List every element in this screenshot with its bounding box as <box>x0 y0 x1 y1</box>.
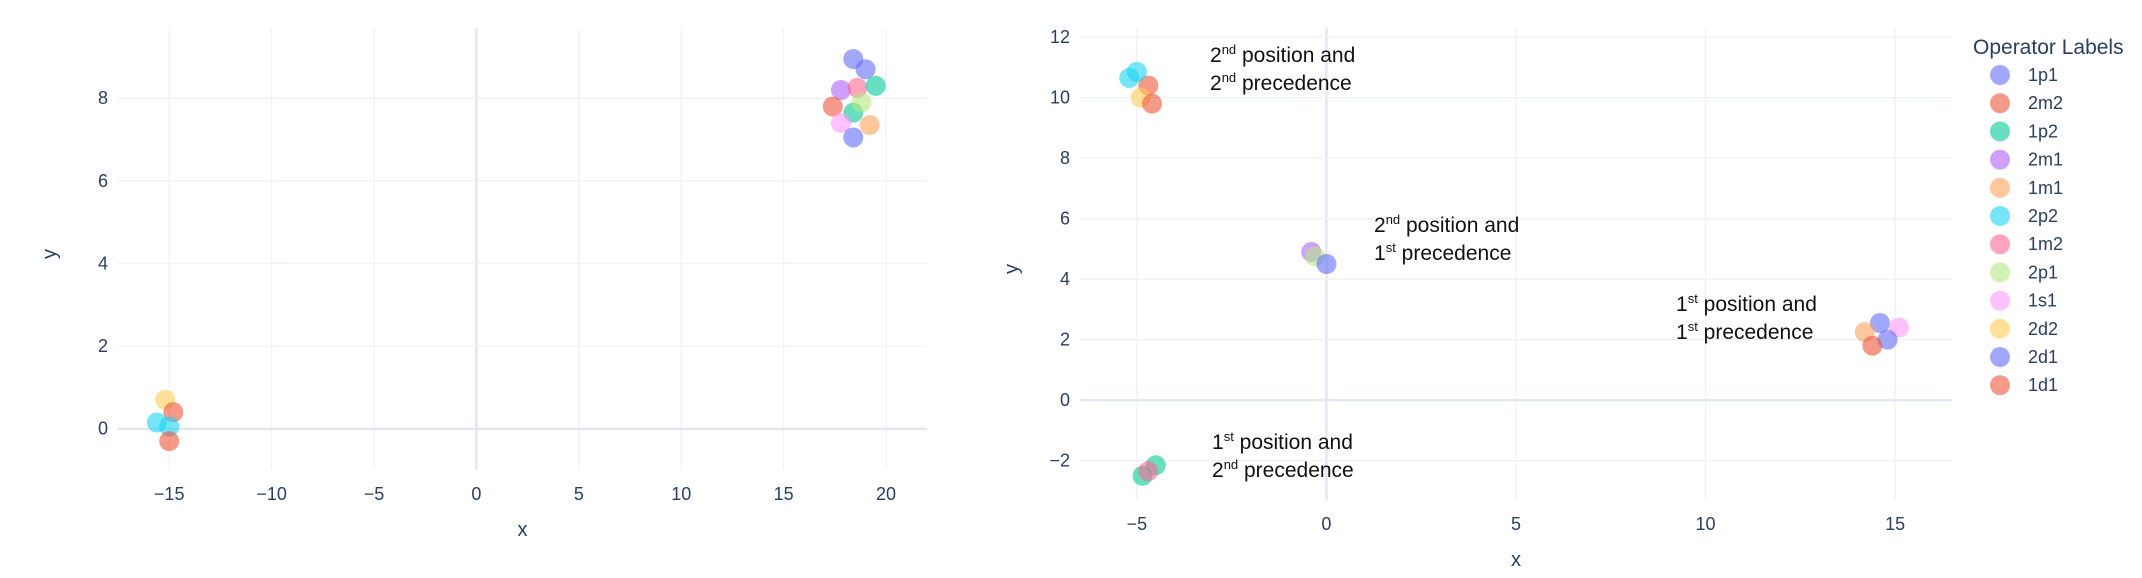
data-point <box>159 431 180 452</box>
x-tick-label: 5 <box>574 484 584 504</box>
annotation-ann-2nd-1st: 2nd position and 1st precedence <box>1374 212 1519 265</box>
data-point <box>822 96 843 117</box>
data-point <box>855 59 876 80</box>
data-points <box>1119 61 1909 486</box>
legend-marker <box>1990 347 2010 367</box>
legend-label: 2d2 <box>2028 319 2058 339</box>
data-points <box>146 48 886 452</box>
x-tick-label: −10 <box>256 484 287 504</box>
legend-label: 1d1 <box>2028 375 2058 395</box>
data-point <box>843 127 864 148</box>
data-point <box>830 79 851 100</box>
y-tick-label: 2 <box>1060 330 1070 350</box>
x-axis-label: x <box>518 519 528 541</box>
gridlines <box>1080 28 1952 500</box>
x-tick-label: 15 <box>1885 514 1905 534</box>
x-axis-label: x <box>1511 549 1521 571</box>
legend-item-2p1[interactable]: 2p1 <box>1990 262 2058 283</box>
legend-item-1p2[interactable]: 1p2 <box>1990 121 2058 142</box>
data-point-1m2 <box>1138 461 1159 482</box>
legend-label: 1m1 <box>2028 178 2063 198</box>
annotation-ann-1st-2nd: 1st position and 2nd precedence <box>1212 429 1354 482</box>
legend-label: 1p2 <box>2028 121 2058 141</box>
legend-marker <box>1990 290 2010 311</box>
data-point <box>865 75 886 96</box>
legend-item-2p2[interactable]: 2p2 <box>1990 206 2058 226</box>
legend-marker <box>1990 206 2010 226</box>
x-tick-label: 10 <box>671 484 691 504</box>
y-tick-label: 0 <box>98 419 108 439</box>
data-point-2d1 <box>1877 329 1898 350</box>
legend-item-2d2[interactable]: 2d2 <box>1990 318 2058 339</box>
annotation-ann-1st-1st: 1st position and 1st precedence <box>1676 291 1817 344</box>
x-tick-label: −5 <box>364 484 385 504</box>
legend-marker <box>1990 234 2010 255</box>
legend-marker <box>1990 177 2010 198</box>
x-tick-label: 15 <box>774 484 794 504</box>
y-tick-label: −2 <box>1049 451 1070 471</box>
left-scatter-chart: −15 −10 −5 0 5 10 15 20 0 2 4 6 8 x y <box>39 28 927 541</box>
legend-item-1m2[interactable]: 1m2 <box>1990 234 2063 255</box>
legend-item-1p1[interactable]: 1p1 <box>1990 65 2058 85</box>
x-tick-label: 20 <box>876 484 896 504</box>
y-tick-label: 4 <box>1060 269 1070 289</box>
legend-item-1d1[interactable]: 1d1 <box>1990 375 2058 396</box>
x-tick-label: 5 <box>1511 514 1521 534</box>
y-axis-label: y <box>39 249 61 259</box>
legend-marker <box>1990 149 2010 170</box>
legend-label: 1m2 <box>2028 234 2063 254</box>
x-tick-label: 0 <box>1321 514 1331 534</box>
legend-item-1s1[interactable]: 1s1 <box>1990 290 2057 311</box>
y-tick-label: 6 <box>1060 209 1070 229</box>
legend-label: 2d1 <box>2028 347 2058 367</box>
y-tick-label: 4 <box>98 253 108 273</box>
legend-item-2m2[interactable]: 2m2 <box>1990 93 2063 114</box>
x-tick-label: 10 <box>1696 514 1716 534</box>
legend-label: 2p1 <box>2028 262 2058 282</box>
legend-label: 2p2 <box>2028 206 2058 226</box>
legend-label: 1s1 <box>2028 291 2057 311</box>
right-scatter-chart: −5 0 5 10 15 −2 0 2 4 6 8 10 12 x y 2nd position and 2nd… <box>1001 27 1952 571</box>
legend-label: 2m1 <box>2028 150 2063 170</box>
legend-marker <box>1990 93 2010 114</box>
data-point <box>851 92 872 113</box>
y-axis-label: y <box>1001 264 1023 274</box>
y-tick-label: 8 <box>98 88 108 108</box>
data-point-1d1 <box>1142 93 1163 114</box>
legend-label: 2m2 <box>2028 93 2063 113</box>
data-point-2d1 <box>1316 254 1337 274</box>
gridlines <box>118 28 927 470</box>
legend-marker <box>1990 318 2010 339</box>
legend-title: Operator Labels <box>1973 36 2124 59</box>
legend-marker <box>1990 65 2010 85</box>
x-tick-label: −15 <box>154 484 185 504</box>
annotation-ann-2nd-2nd: 2nd position and 2nd precedence <box>1210 42 1355 95</box>
data-point <box>830 113 851 134</box>
legend-label: 1p1 <box>2028 65 2058 85</box>
legend-marker <box>1990 375 2010 396</box>
x-tick-label: 0 <box>471 484 481 504</box>
legend-item-1m1[interactable]: 1m1 <box>1990 177 2063 198</box>
legend-item-2d1[interactable]: 2d1 <box>1990 347 2058 367</box>
data-point-2p2 <box>1126 61 1147 82</box>
data-point-1d1 <box>1862 335 1883 356</box>
y-tick-label: 12 <box>1050 27 1070 47</box>
legend-marker <box>1990 121 2010 142</box>
legend-marker <box>1990 262 2010 283</box>
y-tick-label: 6 <box>98 171 108 191</box>
y-tick-label: 0 <box>1060 390 1070 410</box>
legend: Operator Labels 1p1 2m2 1p2 2m1 1m1 2p2 1m2 2p1 1… <box>1973 36 2124 396</box>
x-tick-label: −5 <box>1127 514 1148 534</box>
y-tick-label: 8 <box>1060 148 1070 168</box>
data-point-1p1 <box>1869 313 1890 333</box>
legend-item-2m1[interactable]: 2m1 <box>1990 149 2063 170</box>
y-tick-label: 2 <box>98 336 108 356</box>
data-point <box>159 416 180 437</box>
data-point <box>859 115 880 136</box>
y-tick-label: 10 <box>1050 88 1070 108</box>
